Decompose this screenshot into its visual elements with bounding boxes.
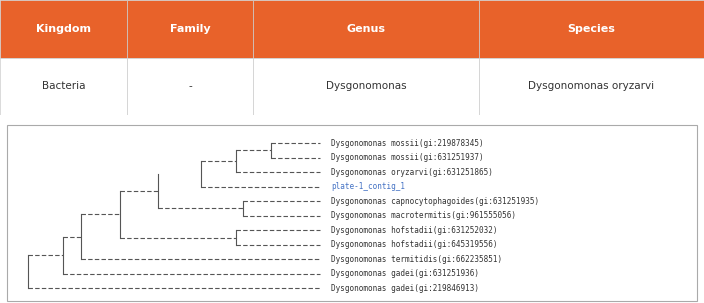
Text: plate-1_contig_1: plate-1_contig_1 <box>331 182 405 191</box>
FancyBboxPatch shape <box>253 58 479 115</box>
FancyBboxPatch shape <box>7 125 697 301</box>
Text: Species: Species <box>567 24 615 34</box>
Text: Dysgonomonas hofstadii(gi:631252032): Dysgonomonas hofstadii(gi:631252032) <box>331 226 498 235</box>
Text: Dysgonomonas oryzarvi: Dysgonomonas oryzarvi <box>528 81 655 92</box>
Text: Genus: Genus <box>346 24 386 34</box>
Text: Family: Family <box>170 24 210 34</box>
Text: Dysgonomonas oryzarvi(gi:631251865): Dysgonomonas oryzarvi(gi:631251865) <box>331 168 493 177</box>
FancyBboxPatch shape <box>0 0 127 58</box>
FancyBboxPatch shape <box>253 0 479 58</box>
Text: Dysgonomonas mossii(gi:219878345): Dysgonomonas mossii(gi:219878345) <box>331 138 484 148</box>
Text: Bacteria: Bacteria <box>42 81 85 92</box>
FancyBboxPatch shape <box>479 0 704 58</box>
Text: Kingdom: Kingdom <box>36 24 91 34</box>
Text: Dysgonomonas gadei(gi:219846913): Dysgonomonas gadei(gi:219846913) <box>331 284 479 293</box>
Text: Dysgonomonas gadei(gi:631251936): Dysgonomonas gadei(gi:631251936) <box>331 269 479 278</box>
FancyBboxPatch shape <box>479 58 704 115</box>
FancyBboxPatch shape <box>127 58 253 115</box>
Text: Dysgonomonas macrotermitis(gi:961555056): Dysgonomonas macrotermitis(gi:961555056) <box>331 211 516 220</box>
FancyBboxPatch shape <box>0 58 127 115</box>
Text: -: - <box>188 81 192 92</box>
Text: Dysgonomonas hofstadii(gi:645319556): Dysgonomonas hofstadii(gi:645319556) <box>331 240 498 249</box>
Text: Dysgonomonas mossii(gi:631251937): Dysgonomonas mossii(gi:631251937) <box>331 153 484 162</box>
Text: Dysgonomonas termitidis(gi:662235851): Dysgonomonas termitidis(gi:662235851) <box>331 255 502 264</box>
Text: Dysgonomonas capnocytophagoides(gi:631251935): Dysgonomonas capnocytophagoides(gi:63125… <box>331 197 539 206</box>
FancyBboxPatch shape <box>127 0 253 58</box>
Text: Dysgonomonas: Dysgonomonas <box>326 81 406 92</box>
